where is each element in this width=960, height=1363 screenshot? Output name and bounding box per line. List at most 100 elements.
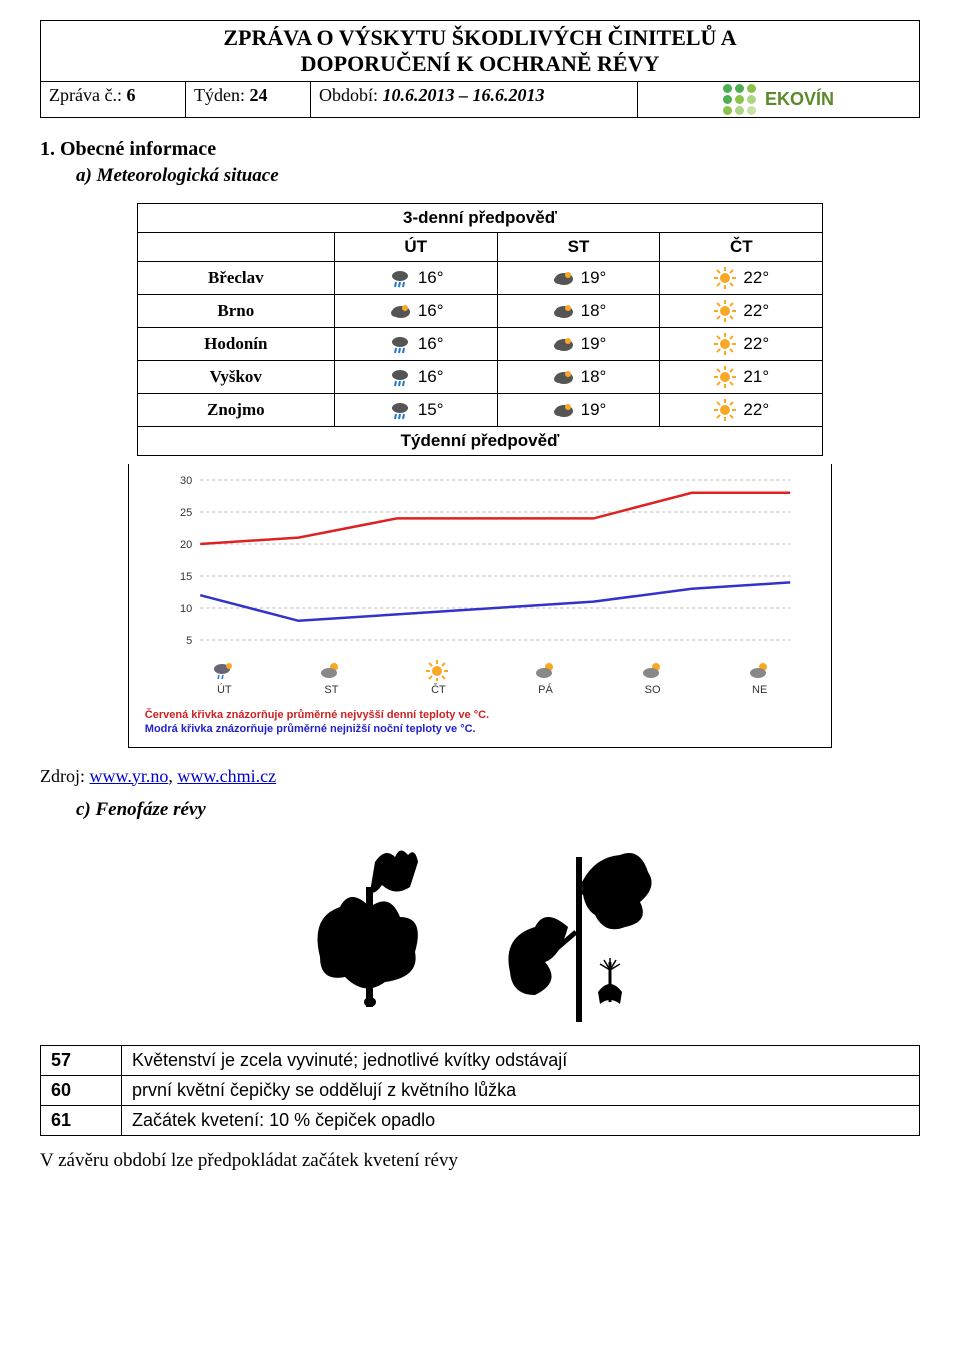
temp-cell: 16° bbox=[334, 295, 497, 328]
sun-icon bbox=[713, 299, 737, 323]
svg-text:15: 15 bbox=[180, 571, 192, 583]
rain-icon bbox=[388, 266, 412, 290]
weekly-title: Týdenní předpověď bbox=[137, 427, 822, 456]
sun-icon bbox=[713, 266, 737, 290]
svg-text:5: 5 bbox=[186, 635, 192, 647]
temp-cell: 18° bbox=[497, 295, 660, 328]
table-row: 57 Květenství je zcela vyvinuté; jednotl… bbox=[41, 1045, 920, 1075]
cloud-icon bbox=[551, 299, 575, 323]
col-ut: ÚT bbox=[334, 233, 497, 262]
title-line2: DOPORUČENÍ K OCHRANĚ RÉVY bbox=[301, 51, 660, 76]
table-row: Hodonín16°19°22° bbox=[137, 328, 822, 361]
cloud-icon bbox=[551, 332, 575, 356]
col-ct: ČT bbox=[660, 233, 823, 262]
mix-icon bbox=[211, 659, 237, 681]
day-icon: ST bbox=[318, 659, 344, 696]
pheno-text: první květní čepičky se oddělují z květn… bbox=[122, 1075, 920, 1105]
table-row: Vyškov16°18°21° bbox=[137, 361, 822, 394]
table-row: Brno16°18°22° bbox=[137, 295, 822, 328]
day-icon: PÁ bbox=[533, 659, 559, 696]
psun-icon bbox=[533, 659, 559, 681]
rain-icon bbox=[388, 332, 412, 356]
sun-icon bbox=[713, 398, 737, 422]
temp-cell: 22° bbox=[660, 394, 823, 427]
blue-note: Modrá křivka znázorňuje průměrné nejnižš… bbox=[145, 722, 819, 736]
day-icon: NE bbox=[747, 659, 773, 696]
temp-cell: 16° bbox=[334, 262, 497, 295]
day-icons-row: ÚT ST ČT PÁ SO NE bbox=[137, 657, 823, 702]
temp-cell: 21° bbox=[660, 361, 823, 394]
table-row: 60 první květní čepičky se oddělují z kv… bbox=[41, 1075, 920, 1105]
cloud-icon bbox=[388, 299, 412, 323]
forecast-title: 3-denní předpověď bbox=[137, 204, 822, 233]
pheno-code: 60 bbox=[41, 1075, 122, 1105]
svg-text:20: 20 bbox=[180, 539, 192, 551]
pheno-text: Květenství je zcela vyvinuté; jednotlivé… bbox=[122, 1045, 920, 1075]
source-line: Zdroj: www.yr.no, www.chmi.cz bbox=[40, 766, 920, 787]
chart-notes: Červená křivka znázorňuje průměrné nejvy… bbox=[137, 702, 823, 739]
header-title: ZPRÁVA O VÝSKYTU ŠKODLIVÝCH ČINITELŮ A D… bbox=[41, 21, 919, 82]
psun-icon bbox=[318, 659, 344, 681]
psun-icon bbox=[747, 659, 773, 681]
temp-cell: 22° bbox=[660, 295, 823, 328]
weekly-chart: 5 10 15 20 25 30 bbox=[137, 472, 823, 652]
day-icon: ÚT bbox=[211, 659, 237, 696]
cloud-icon bbox=[551, 266, 575, 290]
temp-cell: 15° bbox=[334, 394, 497, 427]
logo-cell: EKOVÍN bbox=[638, 82, 919, 117]
city-cell: Znojmo bbox=[137, 394, 334, 427]
col-st: ST bbox=[497, 233, 660, 262]
city-cell: Hodonín bbox=[137, 328, 334, 361]
subsection-c: c) Fenofáze révy bbox=[76, 799, 920, 821]
day-icon: SO bbox=[640, 659, 666, 696]
table-row: 61 Začátek kvetení: 10 % čepiček opadlo bbox=[41, 1105, 920, 1135]
temp-cell: 16° bbox=[334, 328, 497, 361]
source-link1[interactable]: www.yr.no bbox=[90, 766, 169, 786]
logo-icon bbox=[723, 84, 757, 115]
temp-cell: 18° bbox=[497, 361, 660, 394]
period-cell: Období: 10.6.2013 – 16.6.2013 bbox=[311, 82, 638, 117]
logo-text: EKOVÍN bbox=[765, 89, 834, 110]
pheno-code: 61 bbox=[41, 1105, 122, 1135]
pheno-code: 57 bbox=[41, 1045, 122, 1075]
section1-heading: 1. Obecné informace bbox=[40, 138, 920, 161]
city-cell: Vyškov bbox=[137, 361, 334, 394]
temp-cell: 19° bbox=[497, 262, 660, 295]
rain-icon bbox=[388, 398, 412, 422]
svg-text:25: 25 bbox=[180, 507, 192, 519]
header-meta-row: Zpráva č.: 6 Týden: 24 Období: 10.6.2013… bbox=[41, 82, 919, 117]
table-row: Břeclav16°19°22° bbox=[137, 262, 822, 295]
subsection-a: a) Meteorologická situace bbox=[76, 165, 920, 187]
city-cell: Břeclav bbox=[137, 262, 334, 295]
week-cell: Týden: 24 bbox=[186, 82, 311, 117]
sun-icon bbox=[713, 365, 737, 389]
temp-cell: 19° bbox=[497, 394, 660, 427]
pheno-image-1 bbox=[290, 837, 450, 1007]
svg-text:30: 30 bbox=[180, 475, 192, 487]
source-link2[interactable]: www.chmi.cz bbox=[177, 766, 276, 786]
rain-icon bbox=[388, 365, 412, 389]
pheno-images bbox=[40, 837, 920, 1027]
report-cell: Zpráva č.: 6 bbox=[41, 82, 186, 117]
weekly-chart-box: 5 10 15 20 25 30 ÚT ST ČT PÁ SO NE Červená křivka … bbox=[128, 464, 832, 748]
title-line1: ZPRÁVA O VÝSKYTU ŠKODLIVÝCH ČINITELŮ A bbox=[223, 25, 736, 50]
temp-cell: 19° bbox=[497, 328, 660, 361]
header-box: ZPRÁVA O VÝSKYTU ŠKODLIVÝCH ČINITELŮ A D… bbox=[40, 20, 920, 118]
temp-cell: 16° bbox=[334, 361, 497, 394]
sun-icon bbox=[713, 332, 737, 356]
temp-cell: 22° bbox=[660, 328, 823, 361]
day-icon: ČT bbox=[425, 659, 451, 696]
city-cell: Brno bbox=[137, 295, 334, 328]
pheno-table: 57 Květenství je zcela vyvinuté; jednotl… bbox=[40, 1045, 920, 1136]
svg-text:10: 10 bbox=[180, 603, 192, 615]
temp-cell: 22° bbox=[660, 262, 823, 295]
closing-text: V závěru období lze předpokládat začátek… bbox=[40, 1150, 920, 1172]
sun-icon bbox=[425, 659, 451, 681]
red-note: Červená křivka znázorňuje průměrné nejvy… bbox=[145, 708, 819, 722]
forecast-table: 3-denní předpověď ÚT ST ČT Břeclav16°19°… bbox=[137, 203, 823, 456]
pheno-text: Začátek kvetení: 10 % čepiček opadlo bbox=[122, 1105, 920, 1135]
pheno-image-2 bbox=[490, 837, 670, 1027]
psun-icon bbox=[640, 659, 666, 681]
cloud-icon bbox=[551, 365, 575, 389]
cloud-icon bbox=[551, 398, 575, 422]
